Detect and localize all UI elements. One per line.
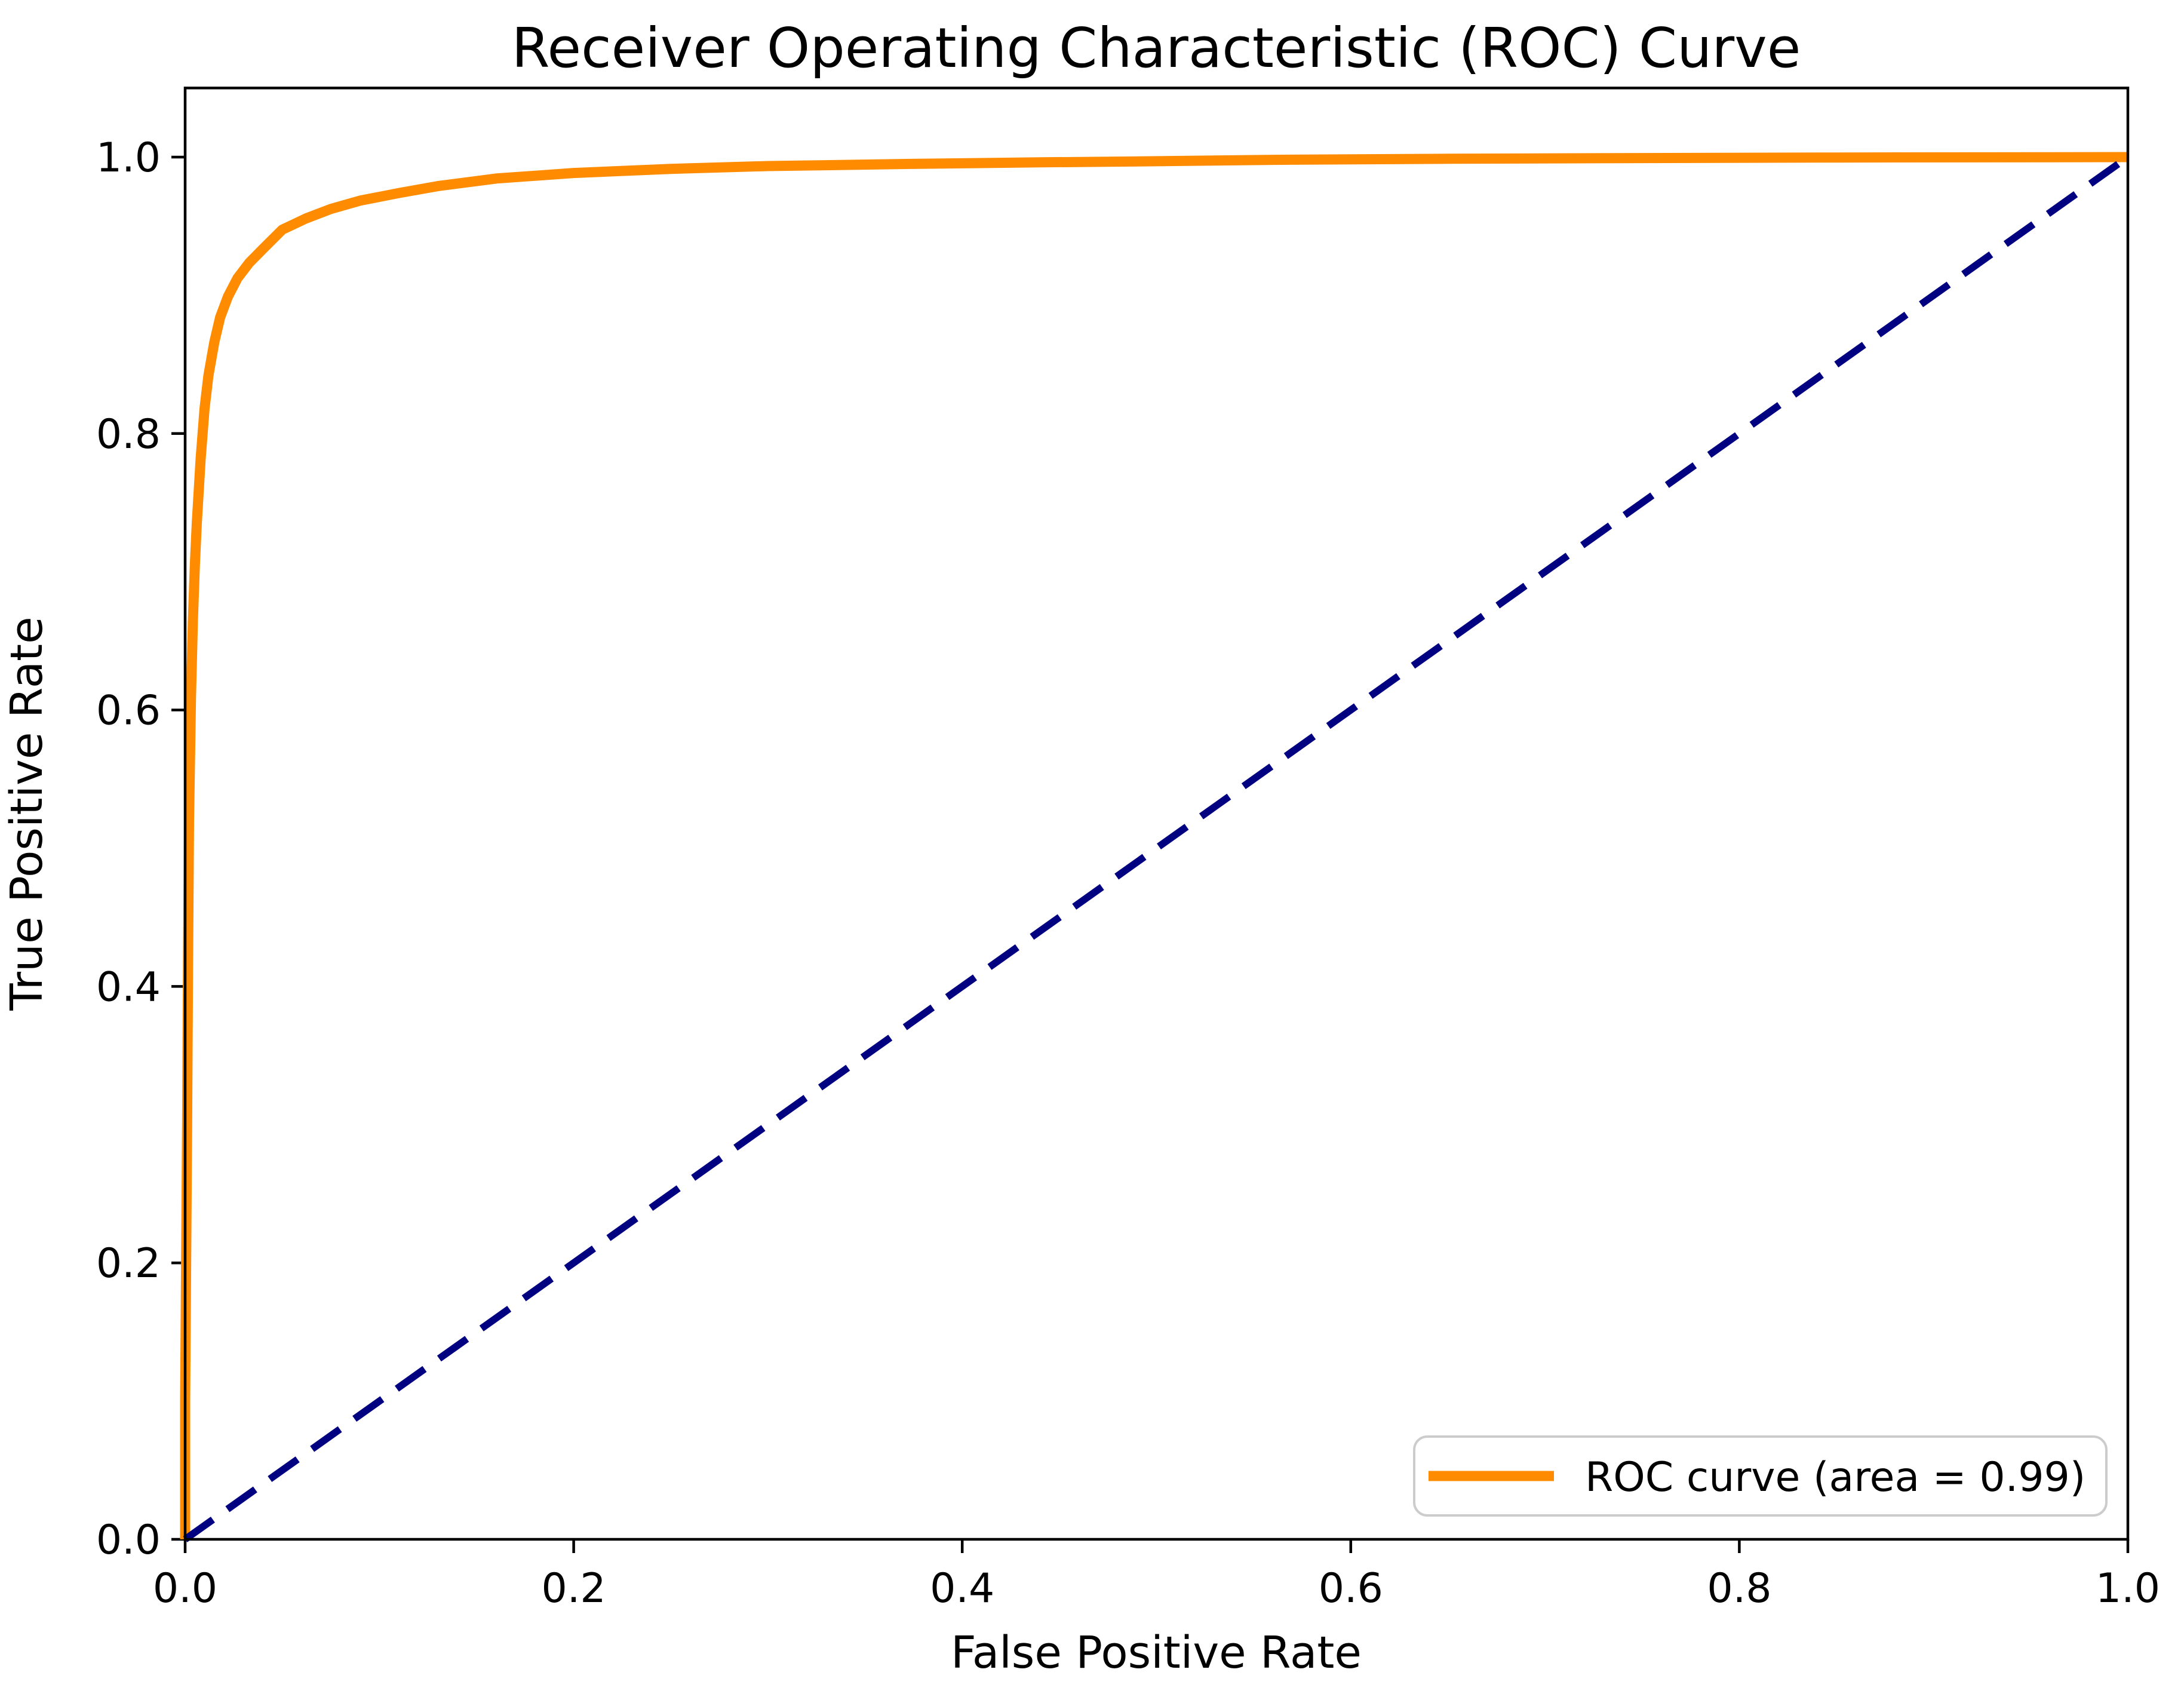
series-group [180,152,2130,1542]
legend: ROC curve (area = 0.99) [1413,1435,2108,1517]
y-tick-label: 0.6 [96,688,161,735]
y-tick-label: 0.0 [96,1517,161,1564]
x-tick-label: 0.8 [1707,1565,1771,1612]
x-tick-label: 1.0 [2096,1565,2160,1612]
y-tick-label: 0.8 [96,411,161,458]
x-axis-ticks: 0.0 0.2 0.4 0.6 0.8 1.0 [153,1539,2160,1612]
chance-diagonal-line [183,154,2130,1542]
x-tick-label: 0.4 [930,1565,994,1612]
legend-frame [1413,1435,2108,1517]
chart-title: Receiver Operating Characteristic (ROC) … [512,16,1801,80]
x-axis-label: False Positive Rate [951,1627,1362,1678]
axes-spines [183,87,2130,1541]
x-tick-label: 0.2 [542,1565,606,1612]
y-tick-label: 0.4 [96,963,161,1011]
roc-curve-line [180,152,2128,1539]
y-axis-ticks: 0.0 0.2 0.4 0.6 0.8 1.0 [96,134,185,1564]
y-tick-label: 0.2 [96,1240,161,1287]
x-tick-label: 0.6 [1319,1565,1383,1612]
legend-roc-label: ROC curve (area = 0.99) [1585,1454,2085,1501]
x-tick-label: 0.0 [153,1565,217,1612]
y-tick-label: 1.0 [96,134,161,182]
y-axis-label: True Positive Rate [1,616,53,1011]
